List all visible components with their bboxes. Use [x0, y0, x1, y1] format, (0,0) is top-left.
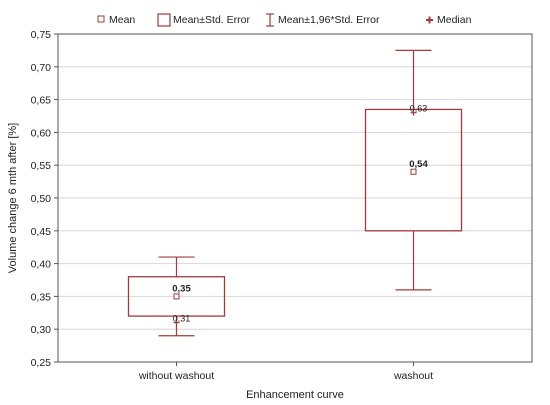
y-tick-label: 0,30 — [31, 324, 52, 336]
y-tick-label: 0,35 — [31, 291, 52, 303]
y-tick-label: 0,65 — [31, 95, 52, 107]
legend-item-ci: Mean±1,96*Std. Error — [266, 13, 380, 27]
median-data-label: 0,63 — [410, 104, 428, 114]
y-tick-label: 0,70 — [31, 62, 52, 74]
y-tick-label: 0,45 — [31, 226, 52, 238]
box-legend-icon — [157, 13, 171, 27]
x-tick-label: without washout — [138, 370, 214, 382]
mean-marker — [410, 168, 417, 175]
legend-label: Median — [437, 14, 472, 26]
x-axis-ticks: without washout washout — [138, 362, 433, 382]
x-axis-label: Enhancement curve — [246, 389, 344, 401]
y-tick-label: 0,40 — [31, 259, 52, 271]
y-tick-label: 0,55 — [31, 160, 52, 172]
y-tick-label: 0,75 — [31, 29, 52, 41]
y-axis-label: Volume change 6 mth after [%] — [7, 123, 19, 273]
grid-lines — [58, 66, 532, 330]
y-tick-label: 0,25 — [31, 357, 52, 369]
legend-label: Mean±Std. Error — [173, 14, 250, 26]
std-error-box — [127, 276, 226, 317]
legend-item-mean: Mean — [97, 14, 135, 26]
mean-marker — [173, 293, 180, 300]
mean-data-label: 0,54 — [409, 159, 428, 170]
legend-item-se: Mean±Std. Error — [157, 13, 250, 27]
std-error-box — [364, 108, 463, 232]
box-series: 0,35 0,31 0,54 0,63 — [127, 49, 463, 337]
legend-label: Mean — [109, 14, 135, 26]
y-tick-label: 0,50 — [31, 193, 52, 205]
y-axis-ticks: 0,25 0,30 0,35 0,40 0,45 0,50 0,55 0,60 0,65 0,70… — [31, 29, 58, 369]
y-tick-label: 0,60 — [31, 127, 52, 139]
legend-item-median: Median — [426, 14, 472, 26]
legend: Mean Mean±Std. Error Mean±1,96*Std. Error M… — [97, 13, 472, 27]
legend-label: Mean±1,96*Std. Error — [278, 14, 380, 26]
median-data-label: 0,31 — [173, 314, 191, 324]
mean-legend-icon — [97, 15, 105, 23]
x-tick-label: washout — [393, 370, 433, 382]
mean-data-label: 0,35 — [172, 283, 191, 294]
